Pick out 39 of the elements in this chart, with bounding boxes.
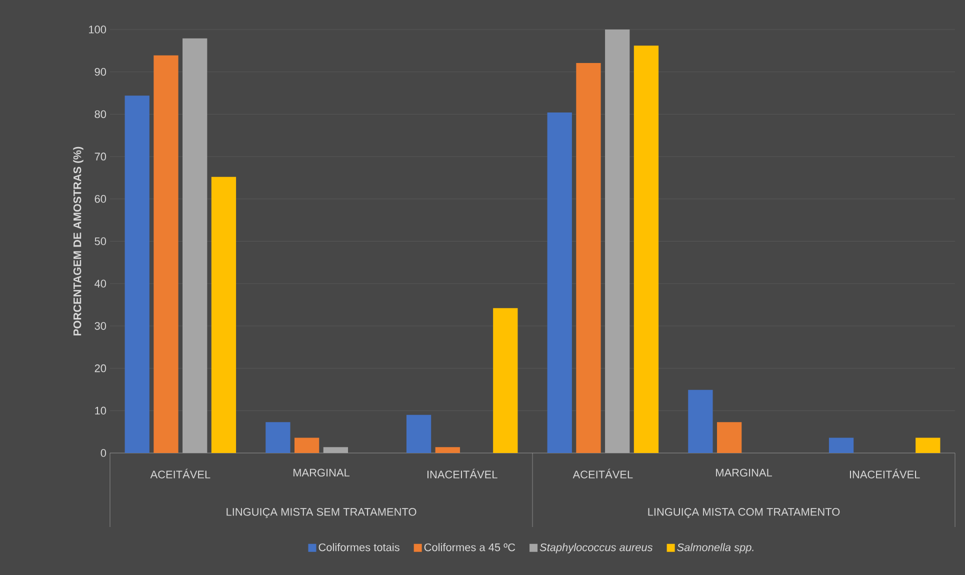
y-tick-label: 60 [94,195,106,203]
y-tick-label: 30 [94,322,106,330]
x-tick-label: INACEITÁVEL [850,468,920,478]
text: LINGUIÇA MISTA SEM TRATAMENTO [226,508,416,518]
bar [916,438,940,453]
bar [154,55,178,453]
legend-label: Coliformes totais [318,543,400,552]
bar [716,422,742,453]
x-tick-label: MARGINAL [294,468,350,477]
legend-label: Staphylococcus aureus [540,543,653,554]
y-tick-label: 100 [89,26,106,34]
y-tick-label: 10 [95,406,106,415]
x-tick-label: INACEITÁVEL [427,468,498,478]
y-tick-label: 90 [94,68,106,76]
x-tick-label: ACEITÁVEL [572,468,633,478]
bar [266,422,290,453]
bar [294,438,320,453]
y-tick-label: 0 [100,449,106,457]
bar [828,438,854,453]
bar [124,96,150,453]
text: LINGUIÇA MISTA COM TRATAMENTO [648,508,840,518]
bar [435,447,460,453]
y-tick-label: 40 [94,280,106,288]
bar [406,414,432,453]
legend-label: Salmonella spp. [677,543,754,554]
bar [576,62,601,453]
bar [634,46,659,453]
bar [211,176,236,453]
y-tick-label: 80 [94,110,106,118]
y-tick-label: 70 [94,152,106,160]
legend-label: Coliformes a 45 ºC [424,543,516,552]
bar [688,390,713,453]
bar [547,112,572,453]
y-tick-label: 50 [94,237,106,246]
bar [493,308,518,453]
y-axis-title: PORCENTAGEM DE AMOSTRAS (%) [73,146,84,336]
x-tick-label: ACEITÁVEL [150,468,210,478]
y-tick-label: 20 [94,364,106,372]
x-tick-label: MARGINAL [716,468,772,477]
